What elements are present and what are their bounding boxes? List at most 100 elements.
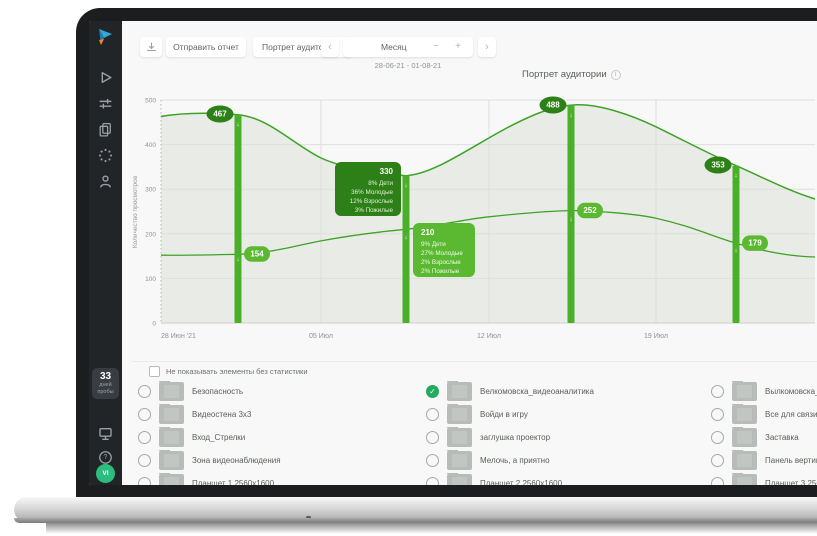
tooltip-line: 3% Пожилые <box>355 207 394 214</box>
radio-button[interactable] <box>138 407 151 421</box>
next-period-button[interactable]: › <box>478 37 496 57</box>
tooltip-line: 2% Взрослые <box>421 259 461 266</box>
value-badge[interactable] <box>704 156 732 174</box>
laptop-base-detail <box>306 516 311 519</box>
list-item[interactable]: Панель вертикальная внутр <box>711 450 817 470</box>
user-icon[interactable] <box>97 173 114 190</box>
list-item-label: Заставка <box>765 432 799 442</box>
folder-icon <box>447 404 472 424</box>
radio-button[interactable] <box>711 430 724 444</box>
list-item[interactable]: Все для связи <box>711 404 817 424</box>
app-window: 33 дней пробы ? VI <box>89 21 817 485</box>
upper-series-area <box>161 104 815 323</box>
tooltip-value: 210 <box>421 228 435 237</box>
radio-button[interactable] <box>426 476 439 485</box>
download-report-button[interactable] <box>140 37 162 57</box>
data-bars[interactable] <box>234 105 740 324</box>
period-label: Месяц <box>381 42 407 52</box>
play-icon[interactable] <box>97 69 114 86</box>
value-badge[interactable] <box>206 105 234 123</box>
app-logo-icon[interactable] <box>96 28 115 53</box>
value-badge[interactable] <box>244 246 270 262</box>
folder-icon <box>159 473 184 485</box>
radio-button[interactable] <box>711 476 724 485</box>
list-item[interactable]: Вход_Стрелки <box>138 427 408 447</box>
list-item[interactable]: заглушка проектор <box>426 427 696 447</box>
radio-button[interactable] <box>711 407 724 421</box>
gridlines <box>161 99 815 323</box>
list-item[interactable]: Планшет 2 2560x1600 <box>426 473 696 485</box>
radio-button[interactable] <box>138 476 151 485</box>
list-item-label: Панель вертикальная внутр <box>765 455 817 465</box>
badge-value: 154 <box>250 250 264 259</box>
chart-title-row: Портрет аудитории i <box>522 69 621 80</box>
lower-tooltip: 210 9% Дети 27% Молодые 2% Взрослые 2% П… <box>413 223 475 277</box>
laptop-shadow <box>46 523 817 534</box>
radio-button[interactable] <box>426 430 439 444</box>
data-bar[interactable] <box>402 175 410 323</box>
y-tick: 500 <box>145 98 156 105</box>
list-item[interactable]: Вылкомовска_видеоаналитика <box>711 381 817 401</box>
value-badge[interactable] <box>577 202 603 219</box>
zoom-out-button[interactable]: − <box>433 41 439 52</box>
display-icon[interactable] <box>97 425 114 442</box>
list-item-label: Вылкомовска_видеоаналитика <box>765 386 817 396</box>
sliders-icon[interactable] <box>97 95 114 112</box>
data-bar[interactable] <box>567 105 575 324</box>
prev-period-button[interactable]: ‹ <box>321 37 339 57</box>
radio-button[interactable] <box>138 384 151 398</box>
date-range: 28-06-21 - 01-08-21 <box>374 61 442 70</box>
list-item-label: Планшет 1 2560x1600 <box>192 478 275 486</box>
value-badge[interactable] <box>742 235 768 251</box>
avatar-initials: VI <box>102 470 109 477</box>
documents-icon[interactable] <box>97 121 114 138</box>
radio-button[interactable] <box>138 453 151 467</box>
list-item[interactable]: Зона видеонаблюдения <box>138 450 408 470</box>
audience-chart: ↓ ↓ ↓ ↓ ↓ ↓ ↓ ↓ 467 488 <box>132 96 816 340</box>
list-item[interactable]: Войди в игру <box>426 404 696 424</box>
list-item[interactable]: Видеостена 3x3 <box>138 404 408 424</box>
hide-without-stats-checkbox[interactable] <box>149 366 160 377</box>
radio-button[interactable] <box>711 453 724 467</box>
tooltip-line: 9% Дети <box>421 241 446 248</box>
arrow-down-icon: ↓ <box>734 172 737 179</box>
list-item[interactable]: ✓ Велкомовска_видеоаналитика <box>426 381 696 401</box>
data-bar[interactable] <box>732 165 740 323</box>
list-item[interactable]: Планшет 3 2560x1600 <box>711 473 817 485</box>
folder-icon <box>159 381 184 401</box>
upper-series-line <box>160 104 816 200</box>
send-report-button[interactable]: Отправить отчет <box>166 37 246 57</box>
list-item-label: Вход_Стрелки <box>192 432 246 442</box>
laptop-screen: 33 дней пробы ? VI <box>76 8 817 497</box>
list-item[interactable]: Заставка <box>711 427 817 447</box>
list-item-label: заглушка проектор <box>480 432 551 442</box>
radio-button[interactable] <box>711 384 724 398</box>
y-tick: 400 <box>145 142 156 149</box>
radio-button[interactable] <box>426 453 439 467</box>
help-icon[interactable]: ? <box>97 449 114 466</box>
list-item-label: Все для связи <box>765 409 817 419</box>
list-item[interactable]: Безопасность <box>138 381 408 401</box>
trial-days-badge[interactable]: 33 дней пробы <box>92 368 119 399</box>
list-item[interactable]: Мелочь, а приятно <box>426 450 696 470</box>
help-glyph: ? <box>103 454 108 461</box>
radio-button[interactable] <box>426 407 439 421</box>
avatar[interactable]: VI <box>96 464 115 483</box>
send-report-label: Отправить отчет <box>173 42 239 52</box>
period-selector[interactable]: Месяц − + <box>343 37 473 57</box>
spinner-icon[interactable] <box>97 147 114 164</box>
tooltip-line: 8% Дети <box>368 180 393 187</box>
report-type-value: Портрет аудитории <box>262 42 338 52</box>
list-item[interactable]: Планшет 1 2560x1600 <box>138 473 408 485</box>
y-tick-labels: 500 400 300 200 100 0 <box>145 98 156 328</box>
tooltip-value: 330 <box>380 167 394 176</box>
value-badge[interactable] <box>539 96 567 114</box>
laptop-base-lip <box>14 518 817 523</box>
folder-icon <box>159 404 184 424</box>
y-tick: 200 <box>145 231 156 238</box>
info-icon[interactable]: i <box>610 69 621 80</box>
radio-button-selected[interactable]: ✓ <box>426 384 439 398</box>
zoom-in-button[interactable]: + <box>455 41 461 52</box>
radio-button[interactable] <box>138 430 151 444</box>
data-bar[interactable] <box>234 114 242 323</box>
